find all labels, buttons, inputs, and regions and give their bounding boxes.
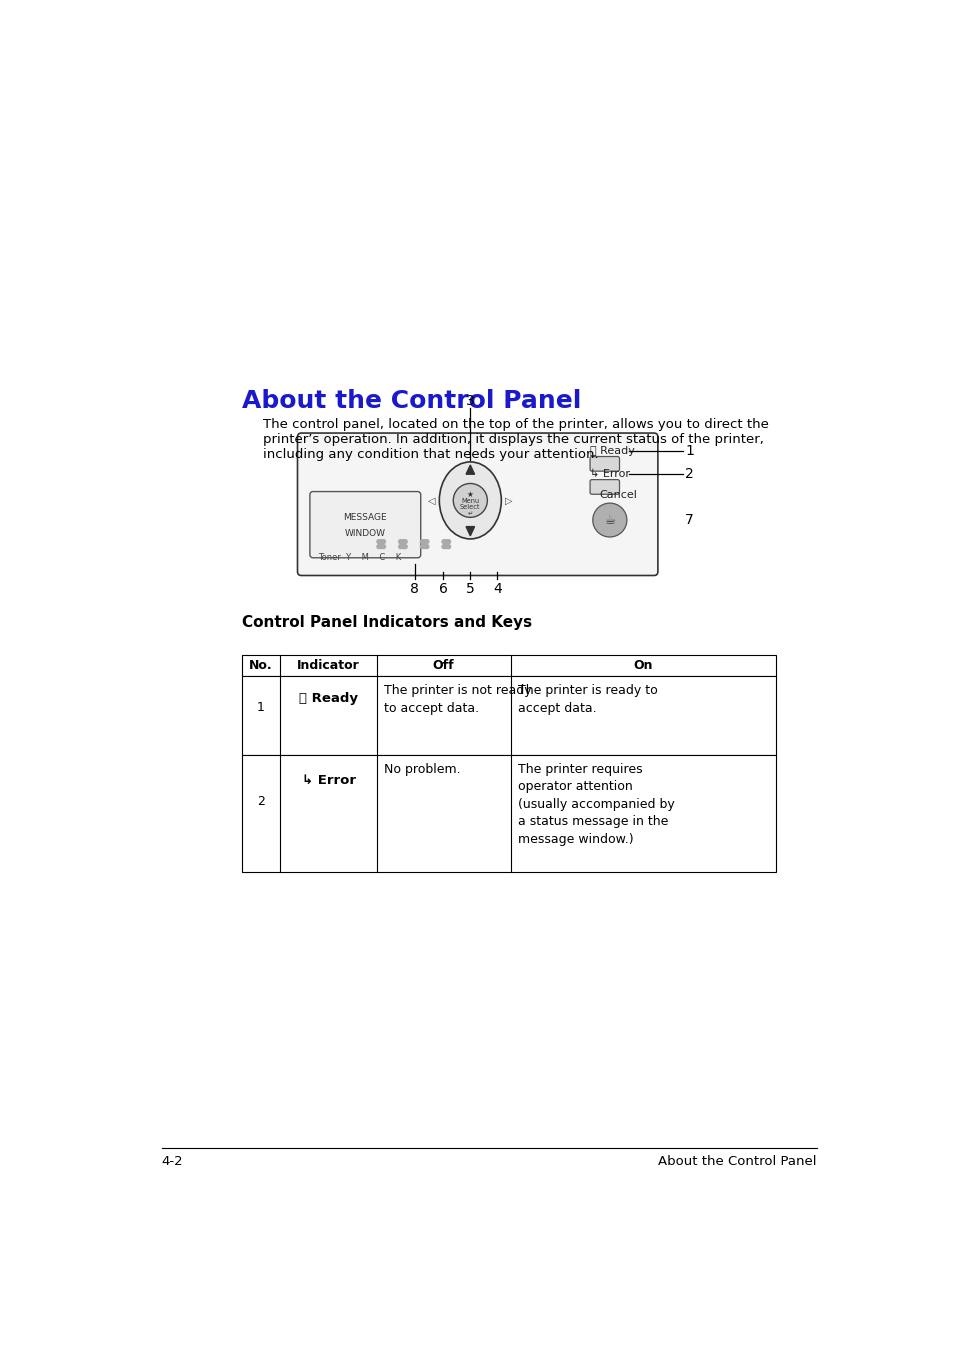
Circle shape <box>422 544 426 548</box>
FancyBboxPatch shape <box>305 788 352 810</box>
Text: The printer is ready to
accept data.: The printer is ready to accept data. <box>517 684 658 714</box>
Circle shape <box>376 544 380 548</box>
Circle shape <box>398 540 402 544</box>
Text: No problem.: No problem. <box>384 763 460 776</box>
Text: No.: No. <box>249 659 273 672</box>
Circle shape <box>444 544 448 548</box>
Text: The printer is not ready
to accept data.: The printer is not ready to accept data. <box>384 684 532 714</box>
Circle shape <box>403 540 407 544</box>
Text: 6: 6 <box>438 582 447 595</box>
Circle shape <box>376 540 380 544</box>
Circle shape <box>424 544 429 548</box>
Circle shape <box>381 540 385 544</box>
Text: About the Control Panel: About the Control Panel <box>658 1156 816 1168</box>
Text: 1: 1 <box>257 701 265 714</box>
Text: 3: 3 <box>465 394 475 409</box>
Circle shape <box>446 544 450 548</box>
Text: ◁: ◁ <box>427 495 435 505</box>
Circle shape <box>446 540 450 544</box>
Text: 1: 1 <box>684 444 693 458</box>
Circle shape <box>441 540 445 544</box>
Circle shape <box>398 544 402 548</box>
Text: Select: Select <box>459 505 480 510</box>
Text: WINDOW: WINDOW <box>344 529 385 539</box>
Circle shape <box>379 540 383 544</box>
Circle shape <box>420 544 424 548</box>
Text: Indicator: Indicator <box>296 659 359 672</box>
Text: MESSAGE: MESSAGE <box>343 513 387 522</box>
Circle shape <box>420 540 424 544</box>
Circle shape <box>379 544 383 548</box>
Text: Menu: Menu <box>461 498 479 504</box>
Text: 4: 4 <box>493 582 501 595</box>
Circle shape <box>453 483 487 517</box>
Circle shape <box>403 544 407 548</box>
Text: The printer requires
operator attention
(usually accompanied by
a status message: The printer requires operator attention … <box>517 763 675 845</box>
Text: ⎁ Ready: ⎁ Ready <box>590 446 635 456</box>
FancyBboxPatch shape <box>590 456 618 471</box>
Polygon shape <box>466 526 474 536</box>
Text: 4-2: 4-2 <box>162 1156 183 1168</box>
FancyBboxPatch shape <box>305 713 352 734</box>
Text: 2: 2 <box>257 795 265 809</box>
Text: ▷: ▷ <box>505 495 513 505</box>
Circle shape <box>441 544 445 548</box>
FancyBboxPatch shape <box>297 433 658 575</box>
Text: ↳ Error: ↳ Error <box>301 774 355 787</box>
Ellipse shape <box>439 462 500 539</box>
Circle shape <box>422 540 426 544</box>
Text: ★: ★ <box>466 490 474 498</box>
Text: ↳ Error: ↳ Error <box>590 468 630 479</box>
Circle shape <box>444 540 448 544</box>
Text: printer’s operation. In addition, it displays the current status of the printer,: printer’s operation. In addition, it dis… <box>262 432 762 446</box>
Text: Off: Off <box>433 659 454 672</box>
Circle shape <box>400 544 404 548</box>
Text: ⎁ Ready: ⎁ Ready <box>298 691 357 705</box>
Text: Control Panel Indicators and Keys: Control Panel Indicators and Keys <box>241 614 531 629</box>
FancyBboxPatch shape <box>590 479 618 494</box>
Text: 2: 2 <box>684 467 693 481</box>
Bar <box>241 755 776 872</box>
Circle shape <box>424 540 429 544</box>
Text: ↵: ↵ <box>467 512 473 516</box>
Circle shape <box>381 544 385 548</box>
Circle shape <box>400 540 404 544</box>
Text: On: On <box>633 659 653 672</box>
Text: 5: 5 <box>465 582 475 595</box>
Text: 7: 7 <box>684 513 693 526</box>
Text: 8: 8 <box>410 582 418 595</box>
Circle shape <box>592 504 626 537</box>
Text: About the Control Panel: About the Control Panel <box>241 389 580 413</box>
FancyBboxPatch shape <box>310 491 420 558</box>
Text: Cancel: Cancel <box>599 490 637 501</box>
Bar <box>241 676 776 755</box>
Bar <box>241 655 776 676</box>
Text: including any condition that needs your attention.: including any condition that needs your … <box>262 448 598 460</box>
Text: Toner  Y    M    C    K: Toner Y M C K <box>318 554 401 563</box>
Text: The control panel, located on the top of the printer, allows you to direct the: The control panel, located on the top of… <box>262 417 768 431</box>
Text: ☕: ☕ <box>603 513 615 526</box>
Polygon shape <box>466 464 474 474</box>
